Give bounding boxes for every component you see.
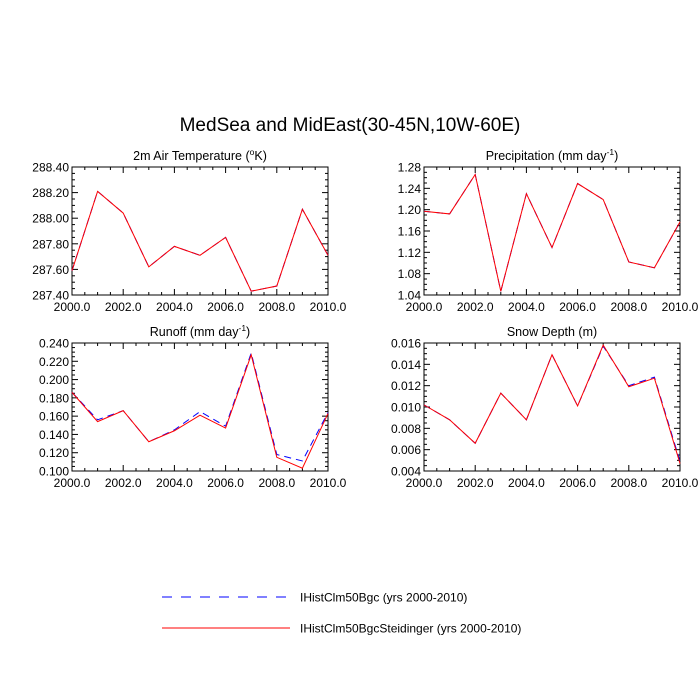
y-tick-label: 0.016 <box>391 337 421 351</box>
panel-title: Snow Depth (m) <box>507 325 597 339</box>
main-title: MedSea and MidEast(30-45N,10W-60E) <box>180 115 521 136</box>
x-tick-label: 2006.0 <box>559 476 596 490</box>
panel-title-text: Precipitation (mm day <box>486 149 608 163</box>
legend: IHistClm50Bgc (yrs 2000-2010) IHistClm50B… <box>162 591 521 636</box>
series-line-bgc <box>423 173 681 292</box>
y-tick-label: 0.140 <box>39 428 69 442</box>
panels: 2m Air Temperature (oK) 287.40 287.60 287.8… <box>32 147 698 490</box>
x-tick-label: 2010.0 <box>662 300 699 314</box>
y-tick-label: 0.012 <box>391 379 421 393</box>
y-tick-label: 1.12 <box>398 246 422 260</box>
legend-label-2: IHistClm50BgcSteidinger (yrs 2000-2010) <box>300 622 521 636</box>
x-tick-label: 2002.0 <box>457 300 494 314</box>
panel-1: 2m Air Temperature (oK) 287.40 287.60 287.8… <box>32 147 346 314</box>
x-tick-label: 2000.0 <box>54 300 91 314</box>
plot-frame <box>71 342 329 472</box>
panel-title-superscript: -1 <box>238 323 246 333</box>
plot-frame <box>423 166 681 296</box>
y-tick-label: 0.200 <box>39 373 69 387</box>
series-line-steidinger <box>423 173 681 292</box>
x-tick-label: 2004.0 <box>508 300 545 314</box>
y-tick-label: 0.180 <box>39 391 69 405</box>
panel-title: Precipitation (mm day-1) <box>486 147 619 163</box>
panel-3: Runoff (mm day-1) 0.100 0.120 0.140 0.160 0.1… <box>39 323 347 490</box>
series-line-bgc <box>71 351 329 462</box>
plot-frame <box>423 342 681 472</box>
panel-4: Snow Depth (m) 0.004 0.006 0.008 0.010 0.012 0… <box>391 325 699 490</box>
series-line-bgc <box>71 190 329 292</box>
series-line-bgc <box>423 345 681 462</box>
x-tick-label: 2002.0 <box>457 476 494 490</box>
panel-title-superscript: -1 <box>607 147 615 157</box>
x-tick-label: 2008.0 <box>610 300 647 314</box>
x-tick-label: 2006.0 <box>207 476 244 490</box>
series-line-steidinger <box>423 344 681 464</box>
y-tick-label: 1.28 <box>398 161 422 175</box>
x-tick-label: 2000.0 <box>406 476 443 490</box>
panel-title-end: K) <box>254 149 267 163</box>
x-tick-label: 2008.0 <box>610 476 647 490</box>
x-tick-label: 2008.0 <box>258 476 295 490</box>
y-tick-label: 1.04 <box>398 289 422 303</box>
panel-title-end: ) <box>246 325 250 339</box>
panel-title-text: Snow Depth (m) <box>507 325 597 339</box>
y-tick-label: 1.24 <box>398 182 422 196</box>
x-tick-label: 2010.0 <box>662 476 699 490</box>
y-tick-label: 0.006 <box>391 443 421 457</box>
y-tick-label: 0.240 <box>39 337 69 351</box>
x-tick-label: 2010.0 <box>310 300 347 314</box>
panel-title: Runoff (mm day-1) <box>150 323 250 339</box>
y-tick-label: 1.20 <box>398 203 422 217</box>
y-tick-label: 287.80 <box>32 237 69 251</box>
x-tick-label: 2006.0 <box>559 300 596 314</box>
x-tick-label: 2000.0 <box>406 300 443 314</box>
y-tick-label: 0.160 <box>39 410 69 424</box>
panel-title-end: ) <box>614 149 618 163</box>
y-tick-label: 0.010 <box>391 401 421 415</box>
x-tick-label: 2000.0 <box>54 476 91 490</box>
y-tick-label: 0.008 <box>391 422 421 436</box>
x-tick-label: 2008.0 <box>258 300 295 314</box>
y-tick-label: 287.40 <box>32 289 69 303</box>
y-tick-label: 288.20 <box>32 186 69 200</box>
y-tick-label: 287.60 <box>32 263 69 277</box>
y-tick-label: 1.08 <box>398 267 422 281</box>
x-tick-label: 2004.0 <box>156 476 193 490</box>
series-line-steidinger <box>71 190 329 292</box>
x-tick-label: 2002.0 <box>105 476 142 490</box>
panel-title-text: Runoff (mm day <box>150 325 239 339</box>
y-tick-label: 288.00 <box>32 212 69 226</box>
y-tick-label: 0.220 <box>39 355 69 369</box>
series-line-steidinger <box>71 353 329 469</box>
legend-label-1: IHistClm50Bgc (yrs 2000-2010) <box>300 591 467 605</box>
panel-2: Precipitation (mm day-1) 1.04 1.08 1.12 1.16… <box>398 147 699 314</box>
y-tick-label: 0.100 <box>39 465 69 479</box>
x-tick-label: 2006.0 <box>207 300 244 314</box>
plot-frame <box>71 166 329 296</box>
panel-title: 2m Air Temperature (oK) <box>133 147 267 163</box>
y-tick-label: 0.004 <box>391 465 421 479</box>
x-tick-label: 2004.0 <box>508 476 545 490</box>
x-tick-label: 2002.0 <box>105 300 142 314</box>
panel-title-superscript: o <box>250 147 255 157</box>
x-tick-label: 2010.0 <box>310 476 347 490</box>
y-tick-label: 288.40 <box>32 161 69 175</box>
y-tick-label: 0.120 <box>39 446 69 460</box>
x-tick-label: 2004.0 <box>156 300 193 314</box>
y-tick-label: 0.014 <box>391 358 421 372</box>
y-tick-label: 1.16 <box>398 225 422 239</box>
panel-title-text: 2m Air Temperature ( <box>133 149 250 163</box>
